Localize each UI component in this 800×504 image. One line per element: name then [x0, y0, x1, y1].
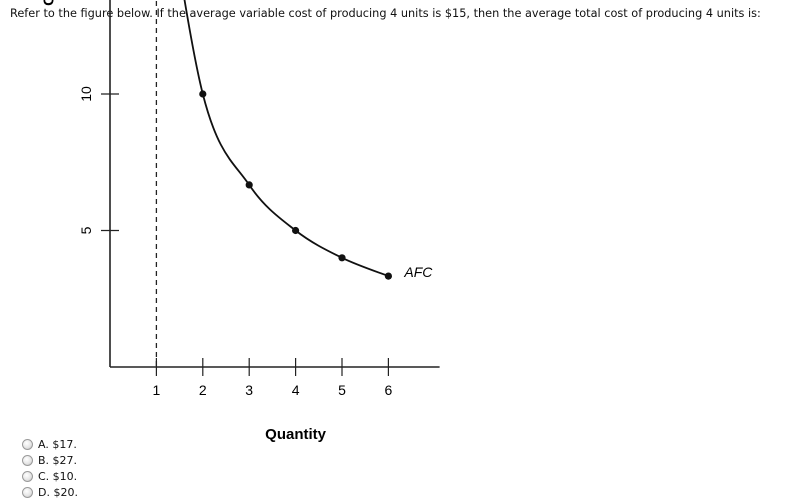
chart-labels: AVCAFCQuantityCost (dollars): [41, 0, 434, 443]
option-b[interactable]: B. $27.: [22, 452, 78, 468]
x-tick-label: 4: [292, 382, 300, 398]
afc-point: [292, 226, 300, 235]
answer-options: A. $17. B. $27. C. $10. D. $20.: [22, 436, 78, 500]
option-a-label: A. $17.: [38, 437, 77, 451]
option-a[interactable]: A. $17.: [22, 436, 78, 452]
option-d-radio[interactable]: [22, 486, 33, 498]
afc-point: [384, 272, 392, 280]
x-tick-label: 6: [385, 382, 393, 398]
x-tick-label: 1: [153, 382, 161, 398]
chart-curves: [155, 0, 392, 367]
y-axis-title: Cost (dollars): [41, 0, 58, 6]
chart-axes: [109, 0, 440, 368]
chart-ticks: 5101520253035123456: [78, 86, 393, 398]
option-d[interactable]: D. $20.: [22, 484, 78, 500]
afc-point: [199, 90, 207, 98]
option-c[interactable]: C. $10.: [22, 468, 78, 484]
option-c-label: C. $10.: [38, 469, 78, 483]
option-a-radio[interactable]: [22, 438, 33, 450]
y-tick-label: 10: [78, 86, 94, 102]
option-c-radio[interactable]: [22, 470, 33, 482]
afc-label: AFC: [403, 264, 433, 280]
y-tick-label: 5: [78, 226, 94, 234]
option-b-radio[interactable]: [22, 454, 33, 466]
option-d-label: D. $20.: [38, 485, 78, 499]
option-b-label: B. $27.: [38, 453, 78, 467]
x-tick-label: 2: [199, 382, 207, 398]
afc-curve: [183, 0, 389, 277]
afc-point: [245, 181, 253, 189]
x-tick-label: 3: [245, 382, 253, 398]
afc-point: [338, 254, 346, 262]
x-tick-label: 5: [338, 382, 346, 398]
question-text: Refer to the figure below. If the averag…: [10, 7, 761, 20]
x-axis-title: Quantity: [265, 426, 326, 443]
